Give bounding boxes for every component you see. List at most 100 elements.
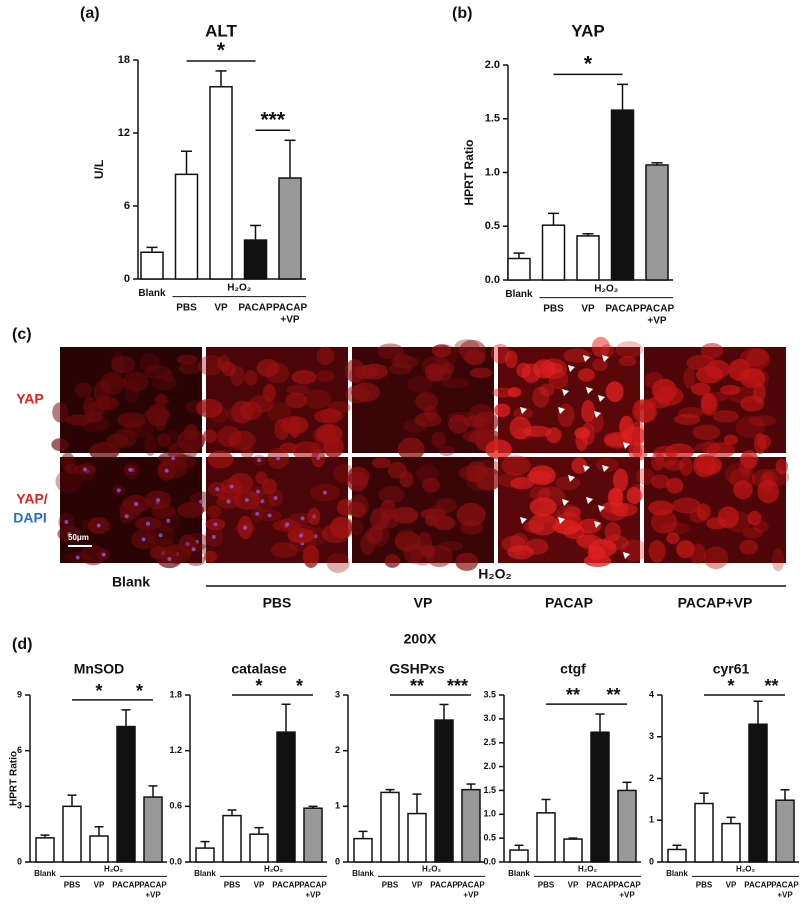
arrowhead bbox=[598, 395, 605, 402]
y-tick-label: 0.0 bbox=[485, 274, 500, 286]
y-tick-label: 1.2 bbox=[169, 745, 182, 755]
arrowhead bbox=[562, 499, 569, 506]
nucleus bbox=[185, 542, 190, 547]
nucleus bbox=[164, 468, 169, 473]
nucleus bbox=[64, 520, 69, 525]
cell bbox=[74, 382, 93, 398]
cell bbox=[723, 434, 738, 446]
x-tick-label: PACAP +VP bbox=[771, 881, 799, 900]
cell bbox=[539, 383, 555, 397]
x-tick-label: VP bbox=[581, 303, 595, 314]
x-tick-label: Blank bbox=[352, 869, 374, 878]
cell bbox=[422, 477, 441, 493]
cell bbox=[124, 380, 140, 404]
cell bbox=[507, 387, 522, 398]
bar bbox=[507, 257, 531, 281]
cell bbox=[501, 535, 526, 552]
cell bbox=[665, 443, 694, 461]
cell bbox=[285, 392, 308, 409]
nucleus bbox=[134, 501, 139, 506]
cell bbox=[739, 368, 766, 389]
cell bbox=[60, 452, 75, 472]
bar bbox=[380, 791, 400, 863]
y-tick-label: 0.0 bbox=[483, 856, 496, 866]
cell bbox=[394, 531, 421, 552]
cell bbox=[532, 386, 550, 408]
nucleus bbox=[255, 511, 260, 516]
cell bbox=[316, 370, 335, 382]
panel-label: (c) bbox=[12, 326, 32, 343]
cell bbox=[666, 532, 680, 545]
panel-label: (b) bbox=[452, 5, 472, 22]
nucleus bbox=[226, 499, 231, 504]
bar bbox=[249, 833, 269, 863]
cell bbox=[407, 375, 433, 393]
y-tick-label: 1 bbox=[649, 815, 654, 825]
y-tick-label: 6 bbox=[124, 200, 130, 212]
x-tick-label: PACAP bbox=[605, 303, 640, 314]
bar bbox=[407, 812, 427, 863]
cell bbox=[89, 442, 120, 461]
cell bbox=[370, 507, 389, 531]
cell bbox=[600, 344, 615, 357]
nucleus bbox=[171, 456, 176, 461]
cell bbox=[439, 540, 464, 552]
nucleus bbox=[146, 521, 151, 526]
cell bbox=[230, 365, 245, 387]
arrowhead bbox=[594, 521, 601, 528]
arrowhead bbox=[594, 411, 601, 418]
cell bbox=[439, 445, 455, 457]
cell bbox=[700, 392, 717, 414]
cell bbox=[303, 389, 332, 409]
cell bbox=[388, 363, 413, 375]
cell bbox=[217, 355, 231, 372]
cell bbox=[456, 502, 486, 527]
cell bbox=[151, 374, 177, 391]
nucleus bbox=[116, 488, 121, 493]
cell bbox=[644, 371, 664, 389]
cell bbox=[485, 439, 512, 460]
nucleus bbox=[243, 525, 248, 530]
cell bbox=[759, 471, 774, 494]
x-tick-label: PACAP +VP bbox=[299, 881, 327, 900]
nucleus bbox=[67, 532, 72, 537]
cell bbox=[221, 361, 236, 377]
cell bbox=[302, 544, 320, 568]
magnification: 200X bbox=[404, 631, 437, 647]
cell bbox=[590, 411, 604, 433]
cell bbox=[316, 346, 335, 366]
cell bbox=[635, 467, 655, 485]
cell bbox=[557, 403, 575, 428]
y-tick-label: 2.0 bbox=[483, 761, 496, 771]
cell bbox=[676, 540, 695, 559]
cell bbox=[469, 367, 493, 379]
cell bbox=[615, 341, 643, 359]
x-tick-label: Blank bbox=[138, 288, 166, 299]
cell bbox=[351, 382, 381, 402]
chart-title: ALT bbox=[205, 21, 237, 40]
bar bbox=[209, 86, 233, 280]
cell bbox=[217, 425, 242, 448]
y-tick-label: 1 bbox=[335, 801, 340, 811]
nucleus bbox=[96, 523, 101, 528]
cell bbox=[262, 383, 276, 402]
nucleus bbox=[256, 489, 261, 494]
y-tick-label: 2.5 bbox=[483, 737, 496, 747]
column-label: VP bbox=[414, 595, 433, 611]
cell bbox=[628, 441, 643, 461]
bar bbox=[667, 848, 687, 863]
column-label: PACAP+VP bbox=[678, 595, 753, 611]
significance-label: * bbox=[95, 681, 102, 701]
group-label: H₂O₂ bbox=[104, 864, 124, 873]
cell bbox=[703, 546, 729, 570]
cell bbox=[421, 355, 450, 376]
cell bbox=[751, 469, 778, 488]
cell bbox=[683, 367, 696, 389]
cell bbox=[509, 416, 532, 440]
cell bbox=[588, 539, 617, 558]
y-tick-label: 1.8 bbox=[169, 689, 182, 699]
group-label: H₂O₂ bbox=[264, 864, 284, 873]
cell bbox=[651, 474, 670, 489]
cell bbox=[740, 450, 759, 469]
y-tick-label: 1.0 bbox=[483, 809, 496, 819]
